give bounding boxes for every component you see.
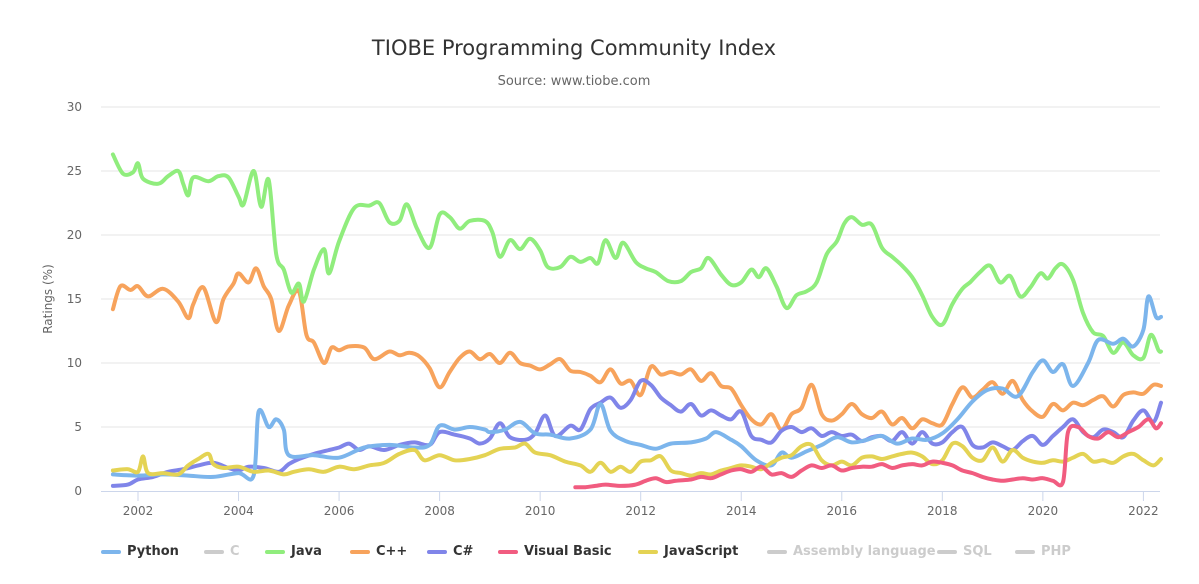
legend-swatch-icon — [937, 549, 957, 554]
legend: Python C Java C++ C# Visual Basic JavaScript As… — [0, 544, 1199, 564]
legend-item-visual-basic[interactable]: Visual Basic — [498, 544, 612, 559]
legend-label: C# — [453, 544, 474, 559]
legend-label: PHP — [1041, 544, 1071, 559]
legend-swatch-icon — [498, 549, 518, 554]
series-line-visual-basic — [573, 417, 1163, 490]
y-tick-label: 0 — [74, 484, 82, 498]
chart-title: TIOBE Programming Community Index — [371, 36, 777, 60]
x-tick-label: 2008 — [424, 504, 455, 518]
x-tick-label: 2018 — [927, 504, 958, 518]
legend-swatch-icon — [767, 549, 787, 554]
legend-swatch-icon — [638, 549, 658, 554]
legend-label: Visual Basic — [524, 544, 612, 559]
legend-swatch-icon — [101, 549, 121, 554]
legend-label: Assembly language — [793, 544, 936, 559]
x-tick-label: 2020 — [1028, 504, 1059, 518]
legend-swatch-icon — [204, 549, 224, 554]
chart-subtitle: Source: www.tiobe.com — [497, 74, 651, 89]
legend-swatch-icon — [265, 549, 285, 554]
legend-item-c-[interactable]: C# — [427, 544, 473, 559]
y-tick-label: 25 — [67, 164, 82, 178]
y-tick-label: 10 — [67, 356, 82, 370]
series-line-python — [110, 294, 1163, 482]
legend-item-python[interactable]: Python — [101, 544, 179, 559]
legend-item-c[interactable]: C — [204, 544, 240, 559]
legend-item-assembly-language[interactable]: Assembly language — [767, 544, 936, 559]
legend-swatch-icon — [350, 549, 370, 554]
x-tick-label: 2012 — [625, 504, 656, 518]
legend-item-php[interactable]: PHP — [1015, 544, 1071, 559]
legend-swatch-icon — [427, 549, 447, 554]
legend-item-java[interactable]: Java — [265, 544, 322, 559]
series-line-c- — [110, 266, 1163, 432]
legend-label: JavaScript — [664, 544, 739, 559]
series-line-javascript — [110, 440, 1163, 478]
series-line-c- — [110, 378, 1163, 488]
legend-label: Java — [291, 544, 322, 559]
legend-item-c-[interactable]: C++ — [350, 544, 407, 559]
legend-label: C++ — [376, 544, 408, 559]
y-axis-label: Ratings (%) — [41, 264, 55, 334]
y-tick-label: 20 — [67, 228, 82, 242]
line-chart: 0 5 10 15 20 25 30 2002 2004 2006 2008 2010 2012 201… — [41, 100, 1163, 518]
x-tick-label: 2016 — [827, 504, 858, 518]
legend-swatch-icon — [1015, 549, 1035, 554]
x-tick-label: 2022 — [1128, 504, 1159, 518]
y-tick-label: 15 — [67, 292, 82, 306]
legend-label: SQL — [963, 544, 992, 559]
series-lines — [110, 152, 1163, 490]
x-tick-label: 2006 — [324, 504, 355, 518]
y-tick-label: 30 — [67, 100, 82, 114]
x-tick-label: 2014 — [726, 504, 757, 518]
gridlines — [101, 106, 1160, 428]
y-axis-ticks: 0 5 10 15 20 25 30 — [67, 100, 82, 498]
legend-label: Python — [127, 544, 179, 559]
legend-item-javascript[interactable]: JavaScript — [638, 544, 738, 559]
x-tick-label: 2004 — [223, 504, 254, 518]
legend-item-sql[interactable]: SQL — [937, 544, 992, 559]
x-tick-label: 2002 — [123, 504, 154, 518]
legend-label: C — [230, 544, 240, 559]
x-tick-label: 2010 — [525, 504, 556, 518]
y-tick-label: 5 — [74, 420, 82, 434]
x-axis: 2002 2004 2006 2008 2010 2012 2014 2016 2018 2020… — [101, 491, 1160, 518]
series-line-java — [110, 152, 1163, 362]
